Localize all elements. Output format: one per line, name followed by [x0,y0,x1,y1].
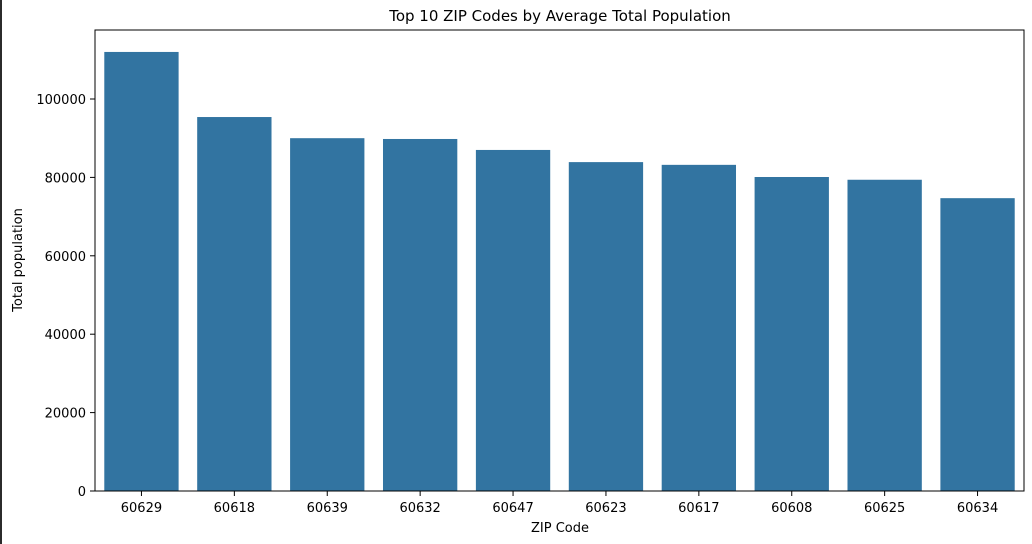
bar-60629 [104,51,179,491]
bar-60617 [661,164,737,491]
x-tick-label: 60608 [771,501,812,516]
y-axis-label: Total population [11,208,26,313]
x-tick-label: 60625 [864,501,905,516]
bar-60632 [382,138,458,492]
x-tick-label: 60629 [121,501,162,516]
plot-frame [94,29,1025,492]
x-tick-label: 60632 [399,501,440,516]
bar-60625 [847,179,922,491]
x-tick-label: 60647 [492,501,533,516]
bar-60639 [290,138,365,491]
y-tick-label: 100000 [36,93,86,108]
bar-60647 [475,149,551,491]
x-axis: 60629 60618 60639 60632 60647 60623 60617 60608… [121,491,998,516]
y-axis: 0 20000 40000 60000 80000 100000 [36,93,95,500]
y-tick-label: 40000 [45,328,86,343]
x-tick-label: 60639 [307,501,348,516]
x-tick-label: 60634 [957,501,998,516]
x-tick-label: 60618 [214,501,255,516]
y-tick-label: 80000 [45,171,86,186]
bars-group [104,51,1015,492]
bar-60618 [197,117,272,491]
bar-60634 [940,198,1015,492]
x-tick-label: 60623 [585,501,626,516]
x-tick-label: 60617 [678,501,719,516]
x-axis-label: ZIP Code [531,521,589,536]
bar-60608 [754,177,829,491]
window-left-edge [0,0,2,544]
bar-60623 [568,162,644,492]
y-tick-label: 20000 [45,407,86,422]
chart-title: Top 10 ZIP Codes by Average Total Popula… [388,7,731,25]
y-tick-label: 0 [78,485,86,500]
y-tick-label: 60000 [45,250,86,265]
